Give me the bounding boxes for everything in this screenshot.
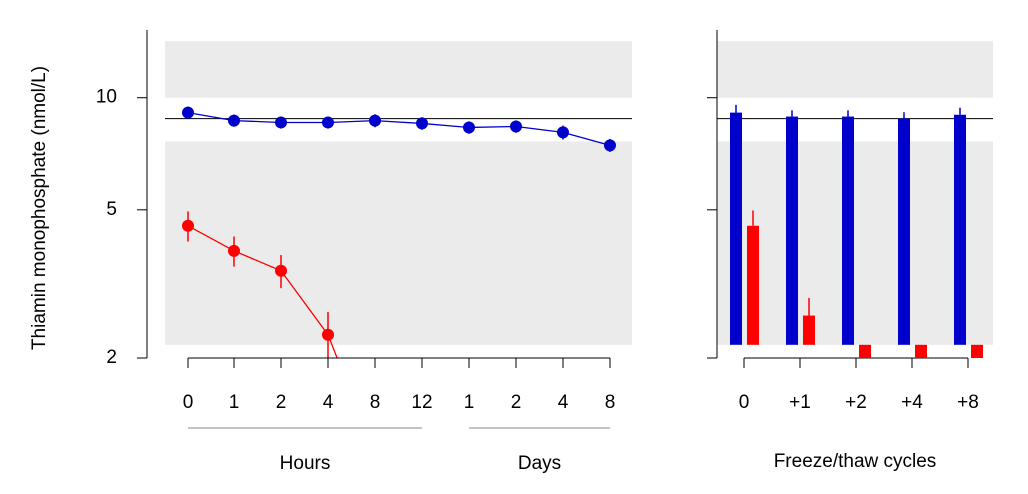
- group-label: Days: [518, 453, 561, 474]
- y-tick-label: 5: [106, 199, 117, 220]
- point: [463, 121, 475, 134]
- bar: [842, 116, 854, 345]
- bar: [786, 116, 798, 345]
- point: [182, 219, 194, 232]
- x-tick-label: +4: [901, 392, 923, 413]
- point: [369, 114, 381, 127]
- point: [275, 264, 287, 277]
- x-tick-label: +8: [957, 392, 979, 413]
- y-tick-label: 10: [96, 87, 117, 108]
- point: [416, 117, 428, 130]
- point: [510, 120, 522, 133]
- x-tick-label: 1: [229, 392, 240, 413]
- point: [228, 114, 240, 127]
- x-tick-label: 1: [464, 392, 475, 413]
- series-line: [187, 111, 611, 146]
- x-tick-label: +2: [845, 392, 867, 413]
- reference-band: [717, 141, 993, 345]
- x-tick-label: 4: [323, 392, 334, 413]
- y-axis-label: Thiamin monophosphate (nmol/L): [29, 66, 50, 350]
- group-label: Hours: [280, 453, 331, 474]
- y-tick-label: 2: [106, 347, 117, 368]
- bar: [747, 225, 759, 345]
- point: [369, 449, 381, 461]
- x-tick-label: 0: [183, 392, 194, 413]
- bar: [730, 112, 742, 345]
- x-tick-label: 8: [605, 392, 616, 413]
- x-tick-label: 0: [739, 392, 750, 413]
- reference-band: [165, 141, 632, 345]
- point: [322, 328, 334, 341]
- x-tick-label: 2: [511, 392, 522, 413]
- x-tick-label: +1: [789, 392, 811, 413]
- point: [557, 126, 569, 139]
- point: [322, 116, 334, 129]
- bar: [971, 344, 983, 358]
- bar: [803, 315, 815, 345]
- point: [604, 139, 616, 152]
- x-tick-label: 8: [370, 392, 381, 413]
- point: [182, 106, 194, 119]
- bar: [915, 344, 927, 358]
- point: [275, 116, 287, 129]
- reference-band: [165, 41, 632, 98]
- bar: [859, 344, 871, 358]
- x-tick-label: 2: [276, 392, 287, 413]
- x-tick-label: 12: [411, 392, 432, 413]
- reference-band: [717, 41, 993, 98]
- bar: [954, 114, 966, 345]
- point: [228, 244, 240, 257]
- x-axis-label: Freeze/thaw cycles: [774, 451, 937, 472]
- x-tick-label: 4: [558, 392, 569, 413]
- bar: [898, 118, 910, 345]
- plot-area: [182, 106, 616, 461]
